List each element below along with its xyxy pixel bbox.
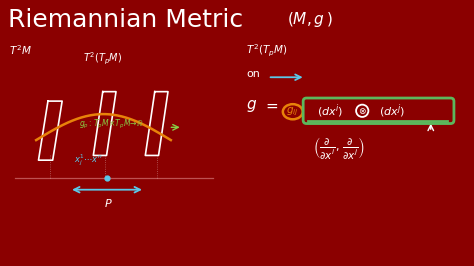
- Text: $g$: $g$: [246, 98, 257, 114]
- Text: $\left(\dfrac{\partial}{\partial x^i},\,\dfrac{\partial}{\partial x^j}\right)$: $\left(\dfrac{\partial}{\partial x^i},\,…: [313, 135, 365, 161]
- Text: $T^2M$: $T^2M$: [9, 43, 32, 57]
- Text: $x^1_j \cdots x^n$: $x^1_j \cdots x^n$: [74, 153, 102, 168]
- Text: $T^2(T_pM)$: $T^2(T_pM)$: [246, 43, 288, 59]
- Text: $(dx^j)$: $(dx^j)$: [379, 102, 405, 120]
- Text: on: on: [246, 69, 260, 79]
- Text: $\otimes$: $\otimes$: [358, 106, 366, 116]
- Text: $(M, g\, )$: $(M, g\, )$: [287, 10, 332, 29]
- Text: Riemannian Metric: Riemannian Metric: [8, 8, 243, 32]
- Text: $g_{ij}$: $g_{ij}$: [286, 106, 299, 118]
- Text: $T^2(T_pM)$: $T^2(T_pM)$: [83, 50, 122, 66]
- Text: $P$: $P$: [104, 197, 112, 209]
- Text: $=$: $=$: [263, 98, 279, 113]
- Text: $g_p: T_pM\!\times\!T_pM\!\to\!\mathbb{R}$: $g_p: T_pM\!\times\!T_pM\!\to\!\mathbb{R…: [79, 118, 144, 131]
- Text: $(dx^i)$: $(dx^i)$: [317, 102, 343, 120]
